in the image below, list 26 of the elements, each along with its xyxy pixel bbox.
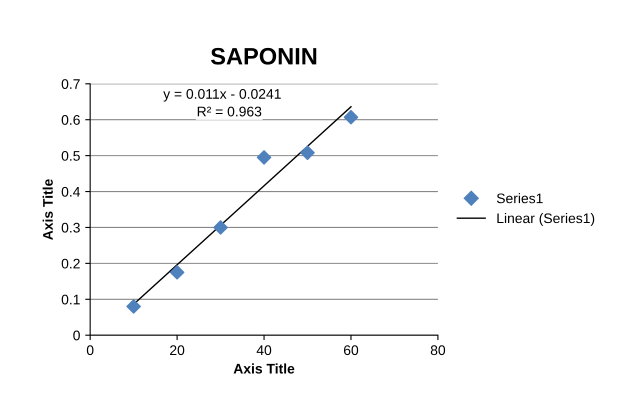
- y-tick-label: 0: [73, 330, 80, 340]
- annotation: y = 0.011x - 0.0241: [163, 89, 281, 102]
- chart-title: SAPONIN: [210, 48, 316, 65]
- y-tick-label: 0.5: [62, 150, 80, 161]
- y-tick-label: 0.3: [62, 222, 80, 233]
- y-tick-label: 0.4: [62, 186, 80, 197]
- y-tick-label: 0.7: [62, 79, 80, 89]
- point: [344, 110, 358, 124]
- y-tick-label: 0.2: [62, 258, 80, 269]
- point: [126, 299, 141, 314]
- point: [213, 220, 228, 235]
- y-tick-label: 0.1: [62, 294, 80, 304]
- x-tick-label: 40: [256, 345, 272, 356]
- annotation: R² = 0.963: [198, 106, 262, 116]
- point: [256, 150, 272, 165]
- point: [170, 265, 184, 280]
- x-tick-label: 20: [170, 345, 184, 356]
- x-tick-label: 0: [86, 345, 94, 356]
- x-tick-label: 60: [344, 345, 358, 356]
- y-axis-title: Axis Title: [42, 179, 53, 240]
- y-tick-label: 0.6: [62, 115, 80, 125]
- x-axis-title: Axis Title: [234, 363, 294, 374]
- legend-label: Series1: [496, 193, 543, 204]
- x-tick-label: 80: [430, 345, 446, 356]
- point: [300, 145, 315, 160]
- legend-label: Linear (Series1): [497, 212, 594, 226]
